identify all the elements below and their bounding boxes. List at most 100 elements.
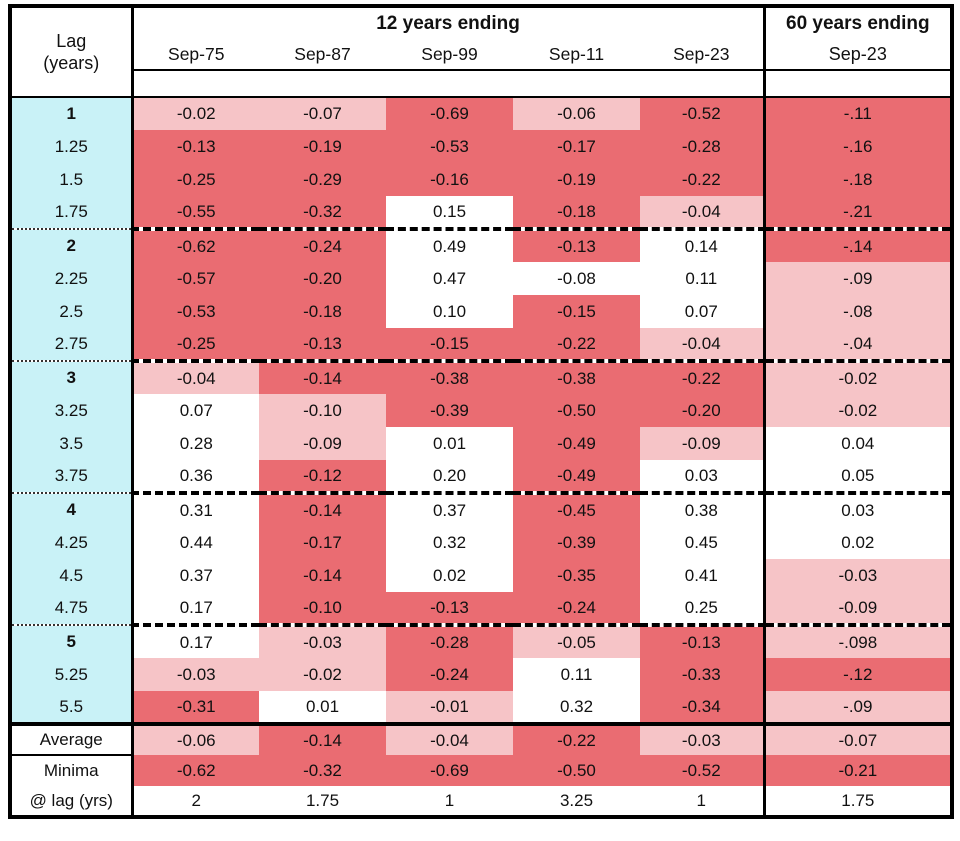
lag-label: 1: [10, 97, 134, 130]
value-cell: -0.49: [513, 427, 640, 460]
spacer-cell: [132, 70, 259, 98]
value-cell: 0.32: [386, 526, 513, 559]
value-cell: -0.50: [513, 755, 640, 786]
value-cell: 0.14: [640, 227, 765, 262]
value-cell: -0.53: [132, 295, 259, 328]
value-cell: -0.45: [513, 491, 640, 526]
value-cell: -0.32: [259, 755, 386, 786]
value-cell: -0.49: [513, 460, 640, 493]
column-header-sep-99: Sep-99: [386, 40, 513, 71]
table-row-lag-2.75: 2.75 -0.25 -0.13 -0.15 -0.22 -0.04 -.04: [10, 328, 953, 361]
value-cell: 0.38: [640, 491, 765, 526]
value-cell: -0.32: [259, 196, 386, 229]
value-cell: -0.38: [386, 359, 513, 394]
lag-label: 2.25: [10, 262, 134, 295]
lag-label: 3.25: [10, 394, 134, 427]
value-cell: -0.03: [640, 722, 765, 755]
value-cell: 0.11: [513, 658, 640, 691]
value-cell: -0.62: [132, 227, 259, 262]
value-cell-60y: -.18: [762, 163, 953, 196]
value-cell: -0.03: [132, 658, 259, 691]
spacer-cell: [386, 70, 513, 98]
value-cell: 0.25: [640, 592, 765, 625]
summary-row-at-lag: @ lag (yrs) 2 1.75 1 3.25 1 1.75: [10, 786, 953, 817]
value-cell: 0.47: [386, 262, 513, 295]
value-cell: 0.37: [386, 491, 513, 526]
summary-label: Average: [10, 722, 134, 756]
value-cell: -0.24: [386, 658, 513, 691]
value-cell: 0.44: [132, 526, 259, 559]
value-cell: -0.04: [640, 196, 765, 229]
table-row-lag-3.75: 3.75 0.36 -0.12 0.20 -0.49 0.03 0.05: [10, 460, 953, 493]
corner-lag-years-label: Lag (years): [10, 6, 134, 98]
lag-label: 5.5: [10, 691, 134, 724]
value-cell: -0.28: [386, 623, 513, 658]
spacer-cell: [513, 70, 640, 98]
value-cell: -0.17: [259, 526, 386, 559]
summary-label: Minima: [10, 755, 134, 786]
value-cell: -0.53: [386, 130, 513, 163]
value-cell: 0.28: [132, 427, 259, 460]
spacer-cell: [259, 70, 386, 98]
value-cell: 0.17: [132, 623, 259, 658]
value-cell: -0.31: [132, 691, 259, 724]
value-cell: -0.18: [513, 196, 640, 229]
table-row-lag-5.5: 5.5 -0.31 0.01 -0.01 0.32 -0.34 -.09: [10, 691, 953, 724]
value-cell: -0.04: [132, 359, 259, 394]
value-cell: -0.52: [640, 97, 765, 130]
group-header-60-years: 60 years ending: [762, 6, 953, 40]
value-cell-60y: -0.07: [762, 722, 953, 755]
value-cell: -0.29: [259, 163, 386, 196]
value-cell: -0.09: [259, 427, 386, 460]
value-cell: -0.02: [132, 97, 259, 130]
column-header-sep-75: Sep-75: [132, 40, 259, 71]
value-cell: -0.13: [386, 592, 513, 625]
summary-label: @ lag (yrs): [10, 786, 134, 817]
table-row-lag-1: 1 -0.02 -0.07 -0.69 -0.06 -0.52 -.11: [10, 97, 953, 130]
table-row-lag-5: 5 0.17 -0.03 -0.28 -0.05 -0.13 -.098: [10, 623, 953, 658]
value-cell: -0.01: [386, 691, 513, 724]
table-row-lag-2: 2 -0.62 -0.24 0.49 -0.13 0.14 -.14: [10, 227, 953, 262]
lag-label: 4.25: [10, 526, 134, 559]
value-cell: 0.36: [132, 460, 259, 493]
value-cell-60y: -.09: [762, 691, 953, 724]
value-cell: -0.34: [640, 691, 765, 724]
value-cell: -0.04: [640, 328, 765, 361]
spacer-cell: [640, 70, 765, 98]
value-cell: -0.69: [386, 97, 513, 130]
value-cell-60y: -.14: [762, 227, 953, 262]
value-cell: -0.14: [259, 559, 386, 592]
value-cell: 1.75: [259, 786, 386, 817]
summary-row-average: Average -0.06 -0.14 -0.04 -0.22 -0.03 -0.07: [10, 722, 953, 756]
value-cell: -0.06: [132, 722, 259, 755]
table-row-lag-3.25: 3.25 0.07 -0.10 -0.39 -0.50 -0.20 -0.02: [10, 394, 953, 427]
value-cell-60y: -.12: [762, 658, 953, 691]
value-cell: 0.17: [132, 592, 259, 625]
table-row-lag-5.25: 5.25 -0.03 -0.02 -0.24 0.11 -0.33 -.12: [10, 658, 953, 691]
value-cell: -0.52: [640, 755, 765, 786]
value-cell: -0.57: [132, 262, 259, 295]
value-cell: -0.19: [513, 163, 640, 196]
value-cell: 0.01: [259, 691, 386, 724]
value-cell: 0.20: [386, 460, 513, 493]
value-cell: -0.25: [132, 328, 259, 361]
table-row-lag-4.25: 4.25 0.44 -0.17 0.32 -0.39 0.45 0.02: [10, 526, 953, 559]
value-cell: -0.33: [640, 658, 765, 691]
value-cell: 0.07: [132, 394, 259, 427]
value-cell: -0.39: [513, 526, 640, 559]
value-cell-60y: 0.05: [762, 460, 953, 493]
lag-label: 2.5: [10, 295, 134, 328]
value-cell-60y: -0.09: [762, 592, 953, 625]
value-cell-60y: -0.03: [762, 559, 953, 592]
value-cell: 0.15: [386, 196, 513, 229]
value-cell: -0.13: [259, 328, 386, 361]
header-group-row: Lag (years) 12 years ending 60 years end…: [10, 6, 953, 98]
table-row-lag-3: 3 -0.04 -0.14 -0.38 -0.38 -0.22 -0.02: [10, 359, 953, 394]
value-cell: -0.28: [640, 130, 765, 163]
lag-label: 3.75: [10, 460, 134, 493]
column-header-sep-11: Sep-11: [513, 40, 640, 71]
value-cell-60y: -0.02: [762, 394, 953, 427]
value-cell: -0.24: [259, 227, 386, 262]
value-cell-60y: -0.02: [762, 359, 953, 394]
value-cell-60y: 0.04: [762, 427, 953, 460]
